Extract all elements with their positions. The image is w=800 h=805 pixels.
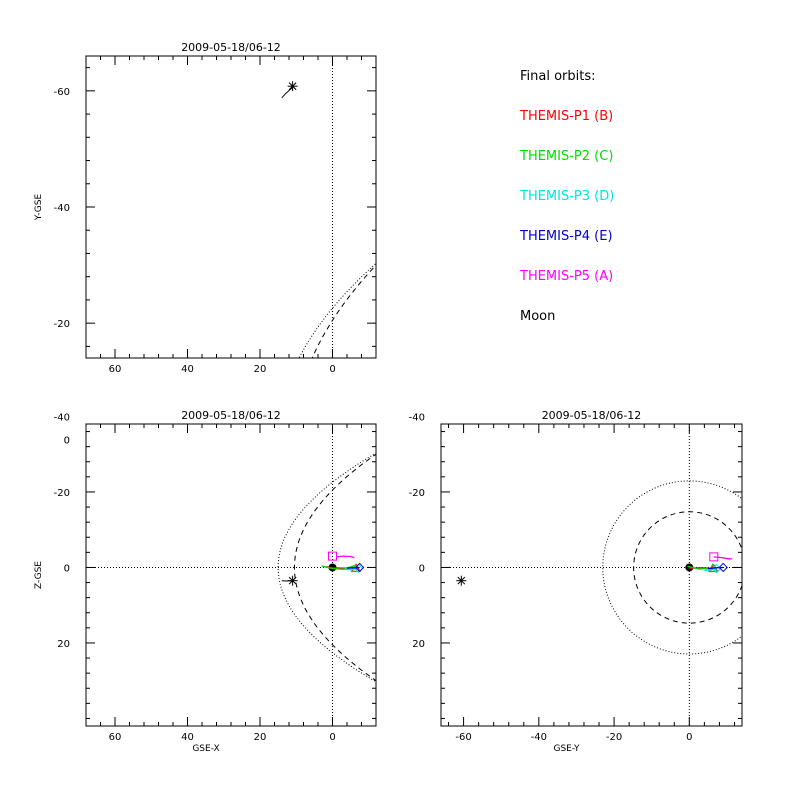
- x-tick-label: 20: [254, 364, 267, 375]
- orbit-marker-themis-p4-e: [357, 383, 365, 391]
- panel-1: 60 40 20 0 -60 -40 -20 0 2009-05-18/06-12 Y-GSE: [34, 41, 449, 672]
- x-tick-label: 0: [329, 732, 335, 743]
- panel-title: 2009-05-18/06-12: [542, 409, 642, 422]
- orbit-themis-p5-a: [336, 373, 353, 396]
- x-tick-label: -60: [455, 732, 471, 743]
- plot-area: [86, 417, 449, 727]
- legend-item: THEMIS-P2 (C): [519, 149, 613, 164]
- panel-title: 2009-05-18/06-12: [181, 409, 281, 422]
- orbit-themis-p3-d: [347, 399, 358, 422]
- x-tick-label: 0: [686, 732, 692, 743]
- moon-marker: [288, 576, 298, 586]
- legend-heading: Final orbits:: [520, 69, 596, 84]
- panel-3: -60 -40 -20 0 20 0 -20 -40 2009-05-18/06-12 GSE-Y: [409, 409, 776, 754]
- y-tick-label: -40: [54, 412, 70, 423]
- x-tick-label: -40: [531, 732, 547, 743]
- orbit-themis-p4-e: [347, 568, 360, 569]
- x-tick-label: 60: [109, 732, 122, 743]
- y-tick-label: 20: [412, 639, 425, 650]
- plot-frame: [441, 424, 742, 726]
- y-axis-label: Y-GSE: [34, 194, 44, 222]
- y-tick-label: 0: [64, 435, 70, 446]
- orbit-marker-themis-p5-a: [329, 398, 337, 406]
- plot-area: [86, 56, 449, 672]
- x-tick-label: 20: [254, 732, 267, 743]
- orbit-marker-themis-p3-d: [355, 393, 363, 401]
- x-tick-label: -20: [606, 732, 622, 743]
- y-tick-label: -20: [409, 488, 425, 499]
- legend-item: THEMIS-P3 (D): [519, 189, 614, 204]
- y-tick-label: -40: [54, 203, 70, 214]
- bow-shock-curve: [278, 207, 449, 672]
- y-tick-label: -20: [54, 319, 70, 330]
- legend: Final orbits: THEMIS-P1 (B) THEMIS-P2 (C) T…: [519, 69, 614, 324]
- x-tick-label: 60: [109, 364, 122, 375]
- moon-marker: [456, 576, 466, 586]
- x-tick-label: 40: [181, 732, 194, 743]
- y-tick-label: 0: [419, 563, 425, 574]
- y-tick-label: -60: [54, 87, 70, 98]
- x-tick-label: 0: [329, 364, 335, 375]
- x-tick-label: 40: [181, 364, 194, 375]
- y-tick-label: -20: [54, 488, 70, 499]
- legend-item: THEMIS-P4 (E): [519, 229, 613, 244]
- orbit-marker-themis-p1-b: [352, 398, 360, 405]
- magnetopause-curve: [294, 207, 439, 672]
- x-axis-label: GSE-X: [192, 744, 219, 754]
- y-tick-label: 0: [64, 563, 70, 574]
- panel-2: 60 40 20 0 20 0 -20 -40 2009-05-18/06-12 GSE-X Z-G…: [34, 409, 449, 754]
- legend-item: Moon: [520, 309, 555, 324]
- x-axis-label: GSE-Y: [553, 744, 580, 754]
- y-tick-label: -40: [409, 412, 425, 423]
- orbit-themis-p2-c: [305, 405, 347, 449]
- y-tick-label: 20: [57, 639, 70, 650]
- orbit-themis-p4-e: [351, 392, 361, 419]
- orbit-marker-themis-p2-c: [351, 398, 359, 405]
- panel-title: 2009-05-18/06-12: [181, 41, 281, 54]
- legend-item: THEMIS-P1 (B): [519, 109, 613, 124]
- plot-area: [441, 424, 776, 726]
- moon-track: [282, 87, 293, 97]
- legend-item: THEMIS-P5 (A): [519, 269, 613, 284]
- orbit-themis-p5-a: [336, 556, 354, 558]
- y-axis-label: Z-GSE: [34, 561, 44, 589]
- orbit-themis-p5-a: [714, 557, 732, 559]
- moon-marker: [288, 81, 298, 91]
